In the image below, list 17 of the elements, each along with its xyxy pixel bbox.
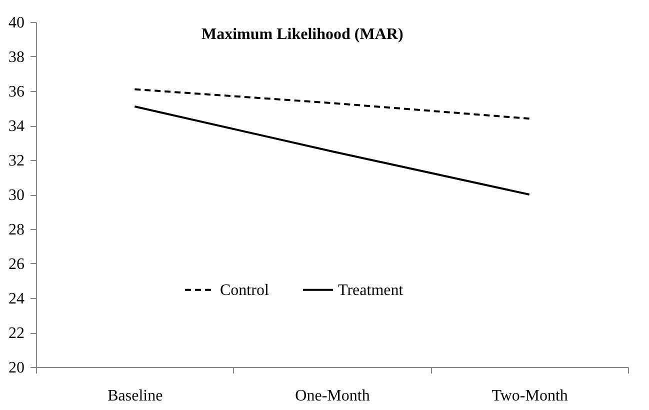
chart-title: Maximum Likelihood (MAR) [202, 26, 404, 43]
x-tick-label: One-Month [295, 388, 370, 404]
y-tick-label: 24 [8, 290, 24, 308]
y-tick-label: 32 [8, 152, 24, 170]
y-tick-label: 38 [8, 49, 24, 66]
y-tick-label: 30 [8, 187, 24, 204]
y-tick-label: 22 [8, 325, 24, 342]
y-tick-label: 34 [8, 118, 24, 135]
y-tick-label: 36 [8, 84, 24, 100]
legend-label: Treatment [338, 282, 404, 299]
legend-label: Control [220, 282, 270, 299]
y-tick-label: 26 [8, 256, 24, 273]
y-tick-label: 20 [8, 360, 24, 376]
y-tick-label: 28 [8, 222, 24, 238]
x-tick-label: Two-Month [492, 388, 568, 404]
x-tick-label: Baseline [108, 388, 163, 404]
y-tick-label: 40 [8, 14, 24, 32]
